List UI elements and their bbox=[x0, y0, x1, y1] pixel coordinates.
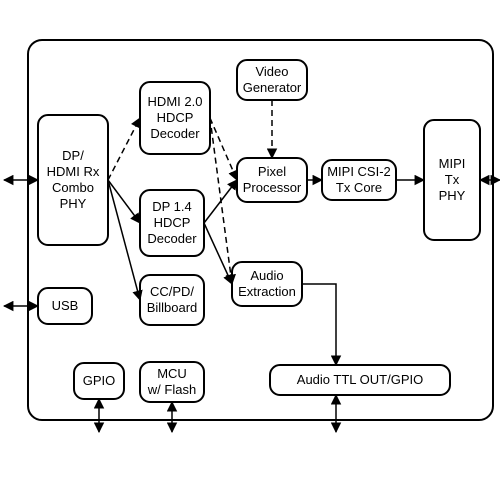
label-mipi-1: Tx bbox=[445, 172, 460, 187]
label-audiottl-0: Audio TTL OUT/GPIO bbox=[297, 372, 423, 387]
label-hdmi-2: Decoder bbox=[150, 126, 200, 141]
label-cc-1: Billboard bbox=[147, 300, 198, 315]
label-vgen-0: Video bbox=[255, 64, 288, 79]
label-dp-2: Decoder bbox=[147, 231, 197, 246]
label-dp-0: DP 1.4 bbox=[152, 199, 192, 214]
label-mcu-0: MCU bbox=[157, 366, 187, 381]
label-phy-0: DP/ bbox=[62, 148, 84, 163]
label-phy-3: PHY bbox=[60, 196, 87, 211]
label-phy-2: Combo bbox=[52, 180, 94, 195]
label-phy-1: HDMI Rx bbox=[47, 164, 100, 179]
label-audio-1: Extraction bbox=[238, 284, 296, 299]
label-vgen-1: Generator bbox=[243, 80, 302, 95]
label-audio-0: Audio bbox=[250, 268, 283, 283]
label-hdmi-1: HDCP bbox=[157, 110, 194, 125]
block-diagram: DP/HDMI RxComboPHYHDMI 2.0HDCPDecoderDP … bbox=[0, 0, 500, 500]
label-mipi-2: PHY bbox=[439, 188, 466, 203]
label-csi-0: MIPI CSI-2 bbox=[327, 164, 391, 179]
label-usb-0: USB bbox=[52, 298, 79, 313]
label-mcu-1: w/ Flash bbox=[147, 382, 196, 397]
label-pixel-0: Pixel bbox=[258, 164, 286, 179]
label-cc-0: CC/PD/ bbox=[150, 284, 194, 299]
label-pixel-1: Processor bbox=[243, 180, 302, 195]
label-mipi-0: MIPI bbox=[439, 156, 466, 171]
label-hdmi-0: HDMI 2.0 bbox=[148, 94, 203, 109]
label-csi-1: Tx Core bbox=[336, 180, 382, 195]
label-dp-1: HDCP bbox=[154, 215, 191, 230]
label-gpio-0: GPIO bbox=[83, 373, 116, 388]
